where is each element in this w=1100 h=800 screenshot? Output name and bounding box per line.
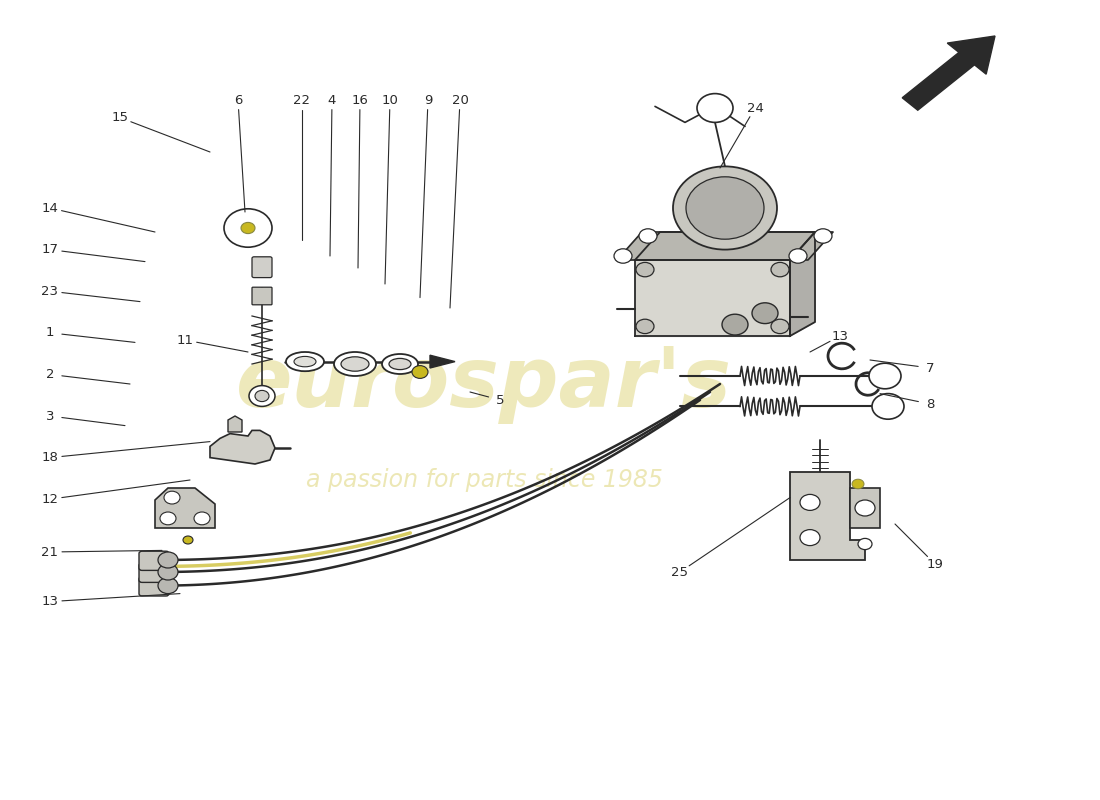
- Text: 13: 13: [42, 595, 58, 608]
- Text: 22: 22: [294, 94, 310, 106]
- Ellipse shape: [286, 352, 324, 371]
- Polygon shape: [635, 260, 790, 336]
- Polygon shape: [617, 232, 833, 260]
- Circle shape: [673, 166, 777, 250]
- Text: 8: 8: [926, 398, 934, 410]
- Circle shape: [752, 303, 778, 323]
- Circle shape: [164, 491, 180, 504]
- Text: 19: 19: [926, 558, 944, 570]
- Text: 3: 3: [46, 410, 54, 422]
- Circle shape: [869, 363, 901, 389]
- Circle shape: [722, 314, 748, 335]
- Text: 6: 6: [234, 94, 242, 106]
- Text: a passion for parts since 1985: a passion for parts since 1985: [306, 468, 662, 492]
- Text: 14: 14: [42, 202, 58, 214]
- Text: 13: 13: [832, 330, 848, 342]
- Circle shape: [636, 262, 654, 277]
- Circle shape: [800, 494, 820, 510]
- Polygon shape: [210, 430, 275, 464]
- Text: 7: 7: [926, 362, 934, 374]
- Text: 15: 15: [111, 111, 129, 124]
- Circle shape: [814, 229, 832, 243]
- FancyArrow shape: [902, 36, 996, 110]
- FancyBboxPatch shape: [139, 563, 169, 582]
- Circle shape: [158, 578, 178, 594]
- Circle shape: [855, 500, 875, 516]
- Text: 2: 2: [46, 368, 54, 381]
- Circle shape: [241, 222, 255, 234]
- Text: 25: 25: [671, 566, 689, 578]
- Ellipse shape: [382, 354, 418, 374]
- Text: eurospar's: eurospar's: [236, 343, 732, 425]
- FancyBboxPatch shape: [139, 577, 169, 596]
- FancyBboxPatch shape: [252, 287, 272, 305]
- Circle shape: [158, 564, 178, 580]
- Ellipse shape: [334, 352, 376, 376]
- Circle shape: [800, 530, 820, 546]
- Circle shape: [771, 319, 789, 334]
- FancyBboxPatch shape: [252, 257, 272, 278]
- FancyBboxPatch shape: [139, 551, 169, 570]
- Ellipse shape: [294, 357, 316, 366]
- Polygon shape: [155, 488, 214, 528]
- Text: 18: 18: [42, 451, 58, 464]
- Circle shape: [412, 366, 428, 378]
- Text: 1: 1: [46, 326, 54, 339]
- Polygon shape: [430, 355, 455, 368]
- Text: 17: 17: [42, 243, 58, 256]
- Text: 11: 11: [176, 334, 194, 346]
- Text: 16: 16: [352, 94, 368, 106]
- Text: 4: 4: [328, 94, 337, 106]
- Circle shape: [224, 209, 272, 247]
- Circle shape: [249, 386, 275, 406]
- Circle shape: [194, 512, 210, 525]
- Circle shape: [697, 94, 733, 122]
- Circle shape: [789, 249, 807, 263]
- Text: 5: 5: [496, 394, 504, 406]
- Text: 9: 9: [424, 94, 432, 106]
- Text: 12: 12: [42, 493, 58, 506]
- Circle shape: [158, 552, 178, 568]
- Text: 21: 21: [42, 546, 58, 558]
- Ellipse shape: [389, 358, 411, 370]
- Circle shape: [872, 394, 904, 419]
- Circle shape: [614, 249, 632, 263]
- Polygon shape: [228, 416, 242, 432]
- Polygon shape: [790, 472, 865, 560]
- Text: 23: 23: [42, 285, 58, 298]
- Polygon shape: [790, 232, 815, 336]
- Polygon shape: [635, 232, 815, 260]
- Circle shape: [255, 390, 270, 402]
- Circle shape: [636, 319, 654, 334]
- Circle shape: [852, 479, 864, 489]
- Circle shape: [771, 262, 789, 277]
- Text: 24: 24: [747, 102, 763, 114]
- Text: 20: 20: [452, 94, 469, 106]
- Text: 10: 10: [382, 94, 398, 106]
- Polygon shape: [850, 488, 880, 528]
- Ellipse shape: [341, 357, 368, 371]
- Circle shape: [858, 538, 872, 550]
- Circle shape: [639, 229, 657, 243]
- Circle shape: [183, 536, 192, 544]
- Circle shape: [160, 512, 176, 525]
- Circle shape: [686, 177, 764, 239]
